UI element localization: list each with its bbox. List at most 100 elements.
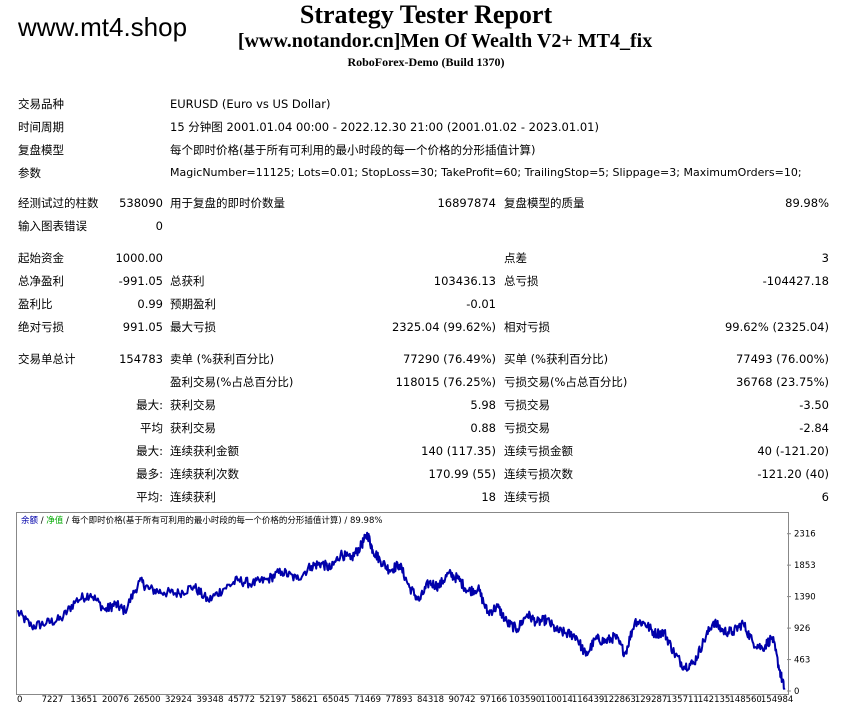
ticks-label: 用于复盘的即时价数量 [170, 196, 285, 210]
chart-legend-sep-3: / [342, 516, 350, 526]
net-profit-value: -991.05 [118, 274, 163, 288]
balance-line [16, 531, 786, 690]
x-tick-label: 52197 [259, 695, 286, 705]
largest-profit-label: 获利交易 [170, 398, 216, 412]
x-tick-label: 71469 [354, 695, 381, 705]
deposit-value: 1000.00 [115, 251, 163, 265]
x-tick-label: 97166 [480, 695, 507, 705]
chart-legend-model: 每个即时价格(基于所有可利用的最小时段的每一个价格的分形插值计算) [72, 515, 342, 526]
maximum-label: 最大: [136, 444, 163, 458]
report-title: Strategy Tester Report [299, 0, 553, 29]
y-tick-label: 0 [794, 687, 799, 697]
errors-label: 输入图表错误 [18, 219, 87, 233]
short-positions-value: 77290 (76.49%) [402, 352, 496, 366]
average-loss-label: 亏损交易 [504, 421, 550, 435]
quality-label: 复盘模型的质量 [504, 196, 585, 210]
symbol-label: 交易品种 [18, 97, 64, 111]
cons-profit-value: 170.99 (55) [428, 467, 496, 481]
x-tick-label: 13651 [70, 695, 97, 705]
cons-losses-money-value: 40 (-121.20) [757, 444, 829, 458]
cons-profit-label: 连续获利次数 [170, 467, 239, 481]
average-profit-value: 0.88 [470, 421, 496, 435]
x-tick-label: 122863 [603, 695, 635, 705]
cons-losses-money-label: 连续亏损金额 [504, 444, 573, 458]
x-tick-label: 65045 [322, 695, 349, 705]
x-tick-label: 84318 [417, 695, 444, 705]
x-tick-label: 39348 [196, 695, 223, 705]
chart-legend-equity: 净值 [46, 515, 64, 526]
max-drawdown-label: 最大亏损 [170, 320, 216, 334]
average-label: 平均 [140, 421, 163, 435]
gross-profit-label: 总获利 [170, 274, 205, 288]
avg-label: 平均: [136, 490, 163, 504]
largest-loss-label: 亏损交易 [504, 398, 550, 412]
avg-cons-wins-value: 18 [481, 490, 496, 504]
rel-drawdown-value: 99.62% (2325.04) [724, 320, 829, 334]
y-tick-label: 926 [794, 624, 810, 634]
symbol-value: EURUSD (Euro vs US Dollar) [170, 97, 331, 111]
chart-legend-quality: 89.98% [350, 516, 382, 526]
profit-trades-value: 118015 (76.25%) [395, 375, 496, 389]
model-label: 复盘模型 [18, 143, 64, 157]
cons-loss-value: -121.20 (40) [757, 467, 829, 481]
cons-wins-money-label: 连续获利金额 [170, 444, 239, 458]
largest-loss-value: -3.50 [799, 398, 829, 412]
x-tick-label: 154984 [761, 695, 793, 705]
average-profit-label: 获利交易 [170, 421, 216, 435]
cons-wins-money-value: 140 (117.35) [421, 444, 496, 458]
gross-loss-value: -104427.18 [762, 274, 829, 288]
total-trades-value: 154783 [119, 352, 163, 366]
x-tick-label: 0 [17, 695, 22, 705]
spread-value: 3 [821, 251, 829, 265]
cons-loss-label: 连续亏损次数 [504, 467, 573, 481]
y-tick-label: 2316 [794, 530, 816, 540]
average-loss-value: -2.84 [799, 421, 829, 435]
x-tick-label: 26500 [133, 695, 160, 705]
params-value: MagicNumber=11125; Lots=0.01; StopLoss=3… [170, 166, 802, 179]
x-tick-label: 32924 [165, 695, 192, 705]
report-subtitle: [www.notandor.cn]Men Of Wealth V2+ MT4_f… [237, 30, 653, 52]
x-tick-label: 142135 [698, 695, 730, 705]
y-tick-label: 1853 [794, 561, 816, 571]
x-tick-label: 77893 [385, 695, 412, 705]
long-positions-label: 买单 (%获利百分比) [504, 352, 609, 366]
errors-value: 0 [155, 219, 163, 233]
max-drawdown-value: 2325.04 (99.62%) [391, 320, 496, 334]
ticks-value: 16897874 [437, 196, 496, 210]
expected-payoff-label: 预期盈利 [170, 297, 216, 311]
params-label: 参数 [18, 166, 41, 180]
y-tick-label: 1390 [794, 593, 816, 603]
bars-label: 经测试过的柱数 [18, 196, 99, 210]
x-tick-label: 7227 [42, 695, 64, 705]
period-label: 时间周期 [18, 120, 64, 134]
build-info: RoboForex-Demo (Build 1370) [347, 55, 505, 69]
x-tick-label: 129287 [635, 695, 667, 705]
balance-chart-frame [16, 512, 789, 695]
gross-profit-value: 103436.13 [433, 274, 496, 288]
profit-factor-value: 0.99 [137, 297, 163, 311]
profit-trades-label: 盈利交易(%占总百分比) [170, 375, 294, 389]
abs-drawdown-value: 991.05 [122, 320, 163, 334]
avg-cons-losses-value: 6 [821, 490, 829, 504]
rel-drawdown-label: 相对亏损 [504, 320, 550, 334]
x-tick-label: 45772 [228, 695, 255, 705]
x-tick-label: 148560 [729, 695, 761, 705]
x-tick-label: 58621 [291, 695, 318, 705]
bars-value: 538090 [119, 196, 163, 210]
avg-cons-losses-label: 连续亏损 [504, 490, 550, 504]
loss-trades-value: 36768 (23.75%) [735, 375, 829, 389]
x-tick-label: 110014 [540, 695, 572, 705]
chart-header: 余额 / 净值 / 每个即时价格(基于所有可利用的最小时段的每一个价格的分形插值… [21, 515, 382, 526]
quality-value: 89.98% [785, 196, 829, 210]
y-tick-label: 463 [794, 656, 810, 666]
x-tick-label: 103590 [509, 695, 541, 705]
period-value: 15 分钟图 2001.01.04 00:00 - 2022.12.30 21:… [170, 120, 599, 134]
watermark: www.mt4.shop [18, 12, 188, 42]
x-tick-label: 116439 [572, 695, 604, 705]
expected-payoff-value: -0.01 [466, 297, 496, 311]
largest-profit-value: 5.98 [470, 398, 496, 412]
abs-drawdown-label: 绝对亏损 [18, 320, 64, 334]
short-positions-label: 卖单 (%获利百分比) [170, 352, 275, 366]
loss-trades-label: 亏损交易(%占总百分比) [504, 375, 628, 389]
